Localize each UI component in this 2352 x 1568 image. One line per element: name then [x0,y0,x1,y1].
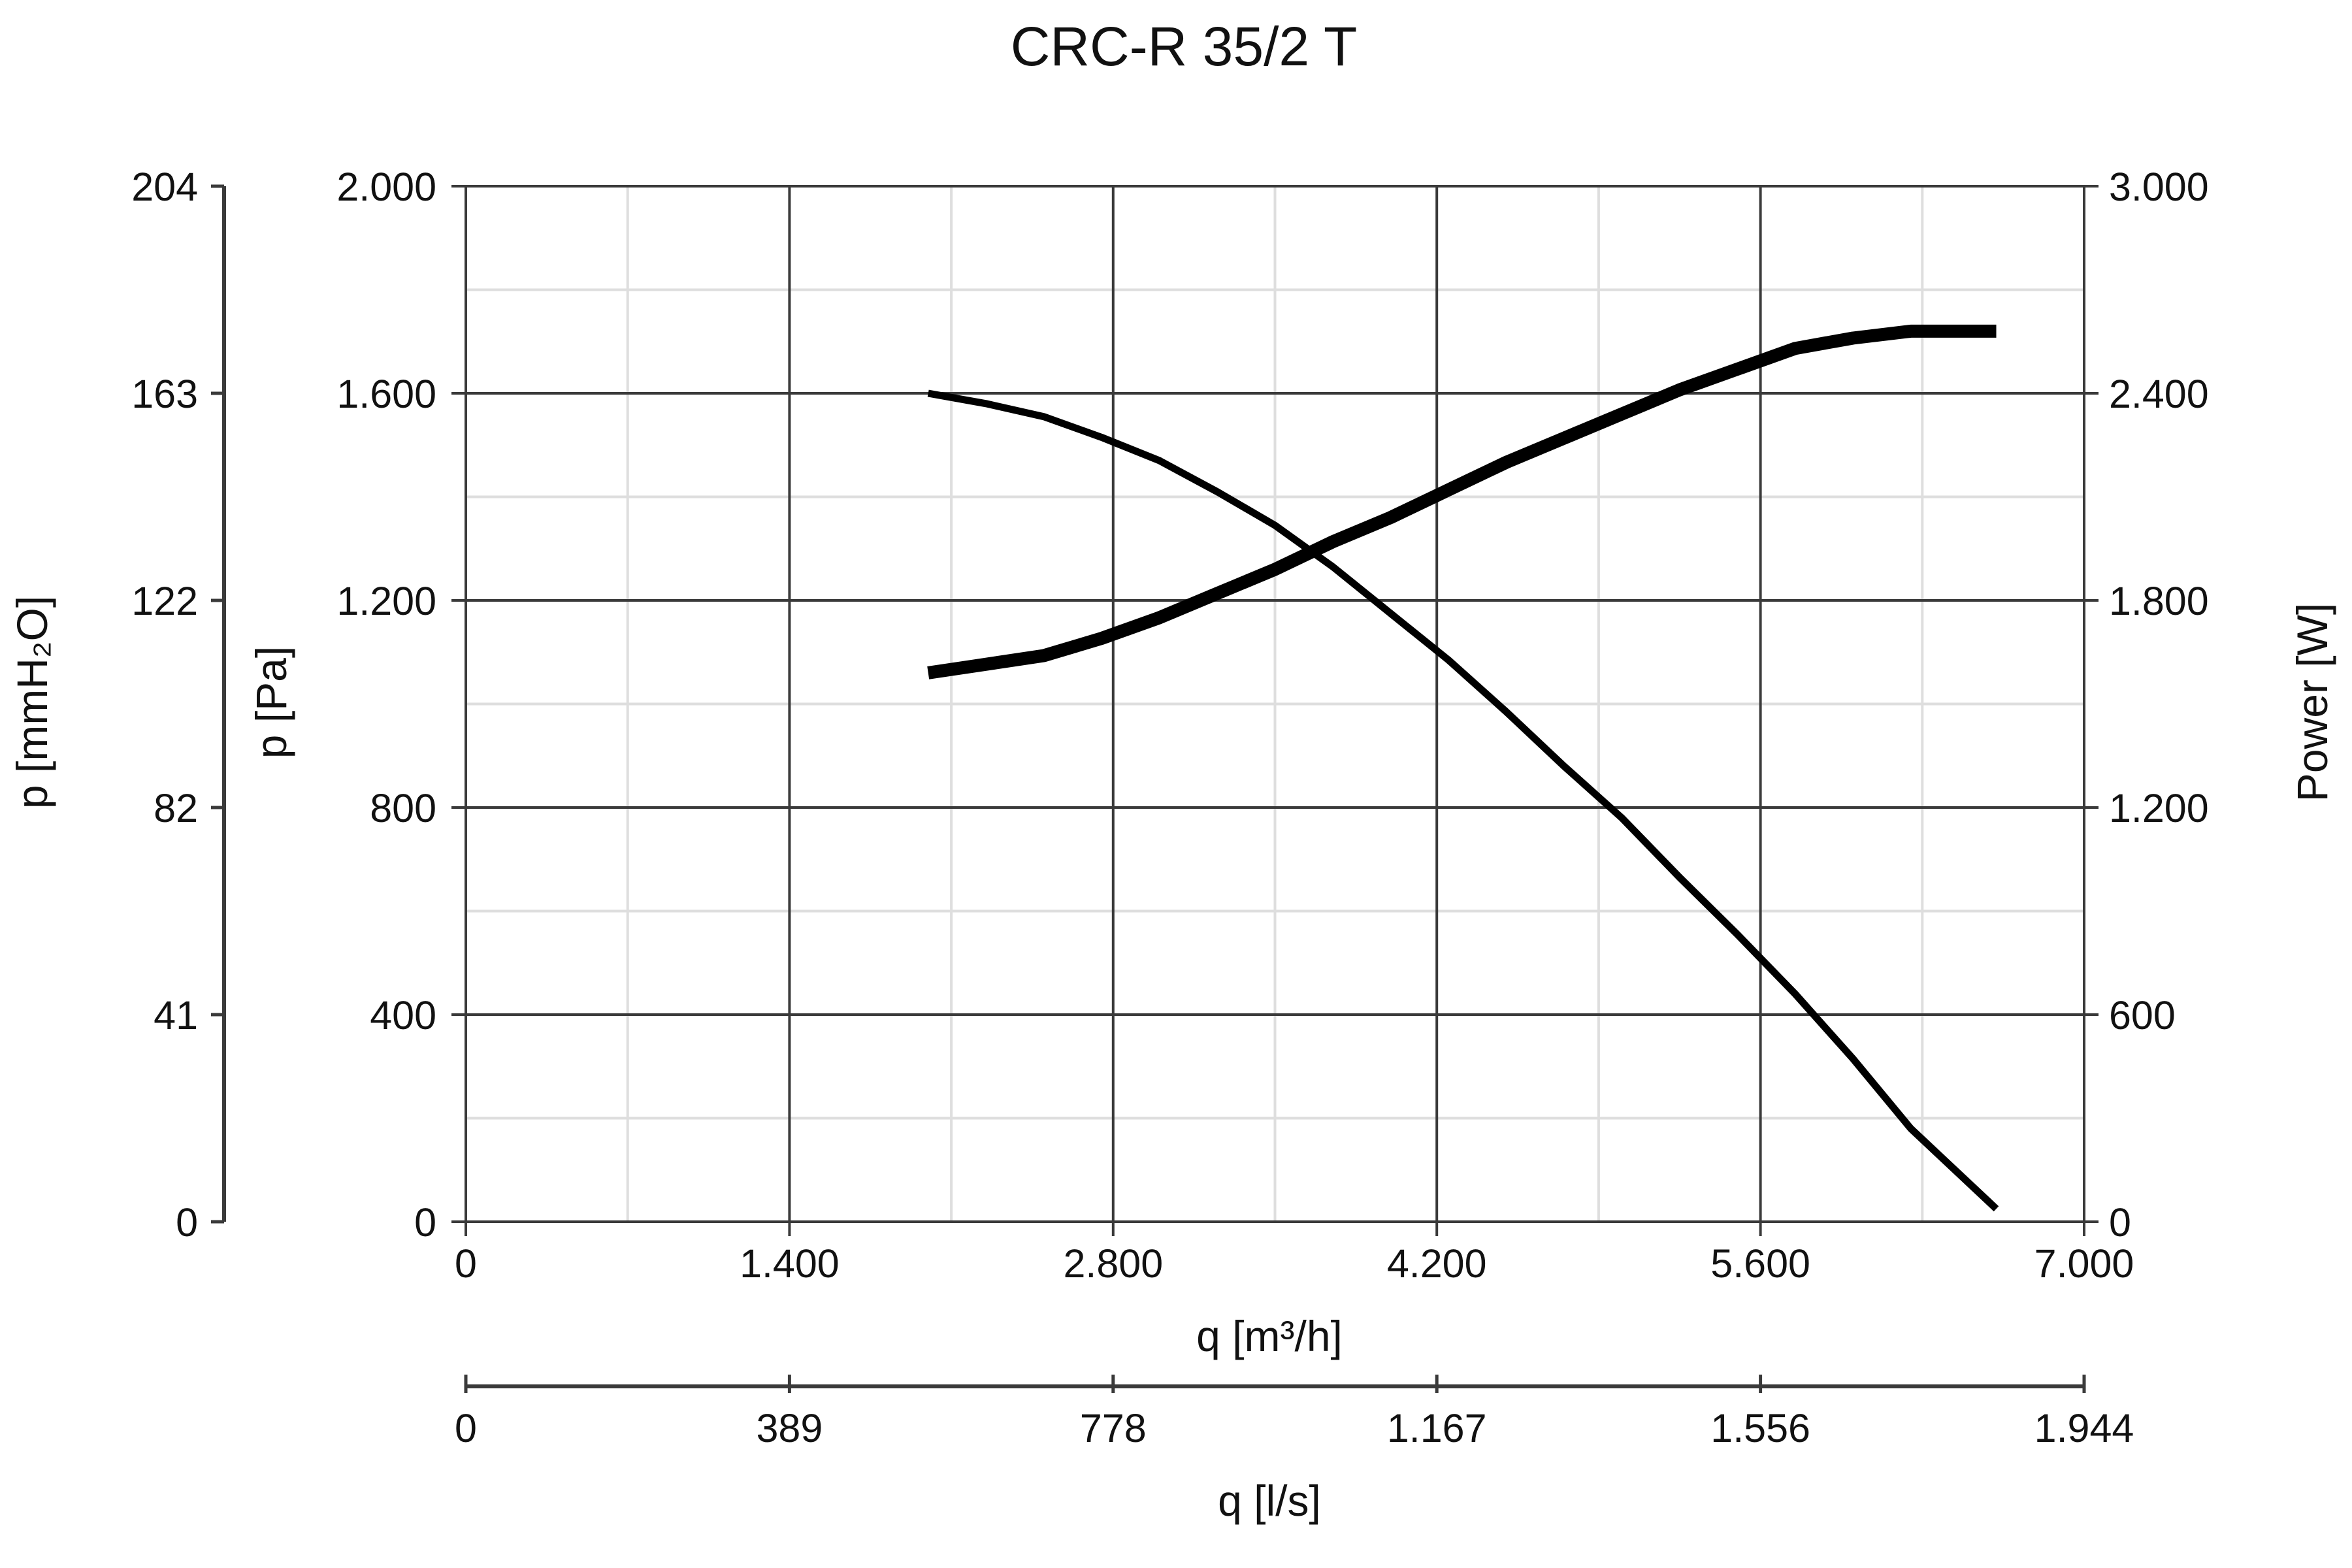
y-left2-tick-label: 204 [131,165,198,209]
y-left-tick-label: 1.600 [336,372,436,416]
y-left-tick-label: 0 [414,1200,436,1245]
y-left2-tick-label: 82 [154,786,198,830]
x-tick-label: 7.000 [2034,1241,2134,1286]
power-curve [927,324,1997,679]
y-left2-tick-label: 122 [131,579,198,623]
pressure-curve [927,389,1999,1212]
x2-tick-label: 1.556 [1710,1406,1810,1450]
x-tick-label: 2.800 [1063,1241,1163,1286]
x2-tick-label: 1.167 [1387,1406,1487,1450]
x2-tick-label: 389 [757,1406,823,1450]
y-left-tick-label: 2.000 [336,165,436,209]
y-left-tick-label: 800 [370,786,436,830]
y-right-tick-label: 600 [2109,993,2176,1037]
axes-layer [211,184,2099,1393]
series-layer [927,324,1999,1212]
x2-tick-label: 0 [455,1406,477,1450]
y-right-tick-label: 0 [2109,1200,2131,1245]
y-right-tick-label: 2.400 [2109,372,2209,416]
y-left-axis-title: p [Pa] [247,646,295,759]
y-right-axis-title: Power [W] [2288,603,2336,802]
y-left2-axis-title: p [mmH₂O] [8,596,56,809]
grid-layer [465,185,2085,1223]
chart-title: CRC-R 35/2 T [1011,16,1358,77]
y-left2-tick-label: 0 [176,1200,198,1245]
y-left-tick-label: 1.200 [336,579,436,623]
y-right-tick-label: 3.000 [2109,165,2209,209]
x-axis-title: q [m³/h] [1196,1312,1343,1360]
y-right-tick-label: 1.800 [2109,579,2209,623]
x2-tick-label: 1.944 [2034,1406,2134,1450]
y-left-tick-label: 400 [370,993,436,1037]
x2-tick-label: 778 [1080,1406,1147,1450]
x2-axis-title: q [l/s] [1218,1477,1321,1525]
y-right-tick-label: 1.200 [2109,786,2209,830]
y-left2-tick-label: 41 [154,993,198,1037]
y-left2-tick-label: 163 [131,372,198,416]
x-tick-label: 1.400 [740,1241,840,1286]
x-tick-label: 4.200 [1387,1241,1487,1286]
x-tick-label: 5.600 [1710,1241,1810,1286]
x-tick-label: 0 [455,1241,477,1286]
